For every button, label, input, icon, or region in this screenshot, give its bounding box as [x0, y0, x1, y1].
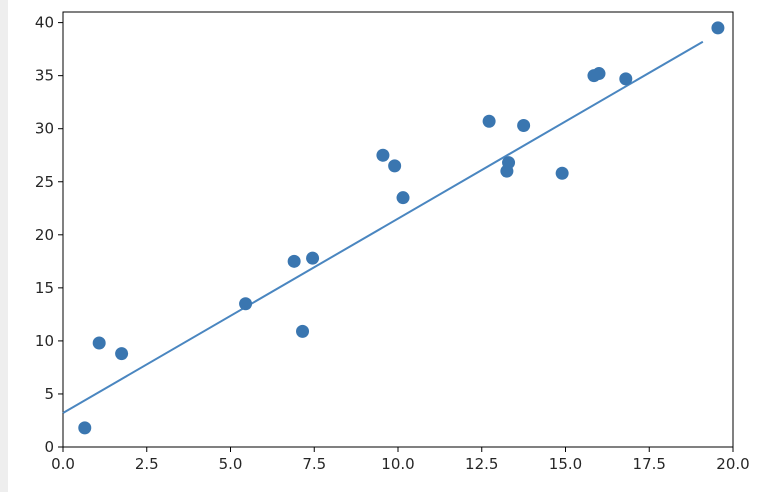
x-tick-label: 10.0	[381, 455, 414, 473]
scatter-point	[711, 21, 725, 35]
scatter-point	[239, 297, 253, 311]
x-tick-label: 5.0	[219, 455, 243, 473]
scatter-point	[517, 119, 531, 133]
y-tick-label: 0	[44, 438, 54, 456]
y-tick-label: 10	[35, 332, 54, 350]
x-tick-label: 20.0	[716, 455, 749, 473]
x-tick-label: 2.5	[135, 455, 159, 473]
axes-layer	[62, 11, 734, 448]
scatter-point	[92, 336, 106, 350]
y-tick-label: 5	[44, 385, 54, 403]
fit-line-layer	[62, 40, 704, 414]
x-tick-label: 7.5	[302, 455, 326, 473]
scatter-point	[502, 156, 516, 170]
y-tick-label: 30	[35, 120, 54, 138]
left-gutter	[0, 0, 8, 492]
scatter-point	[619, 72, 633, 86]
x-tick-label: 12.5	[465, 455, 498, 473]
y-tick-label: 20	[35, 226, 54, 244]
y-tick-label: 25	[35, 173, 54, 191]
scatter-point	[396, 191, 410, 205]
fit-line	[62, 40, 704, 414]
x-tick-label: 0.0	[51, 455, 75, 473]
scatter-point	[388, 159, 402, 173]
y-tick-label: 15	[35, 279, 54, 297]
scatter-point	[115, 347, 129, 361]
scatter-point	[287, 254, 301, 268]
scatter-point	[482, 114, 496, 128]
x-tick-label: 17.5	[633, 455, 666, 473]
x-tick-label: 15.0	[549, 455, 582, 473]
ticks-layer: 0.0 2.5 5.0 7.5 10.0 12.5 15.0 17.5 20.0 0 5 10 15 20…	[35, 14, 750, 473]
y-tick-label: 40	[35, 14, 54, 32]
scatter-point	[78, 421, 92, 435]
scatter-point	[296, 324, 310, 338]
scatter-point	[555, 166, 569, 180]
scatter-point	[376, 148, 390, 162]
y-tick-label: 35	[35, 67, 54, 85]
plot-frame	[62, 11, 734, 448]
scatter-point	[592, 67, 606, 81]
scatter-point	[306, 251, 320, 265]
points-layer	[78, 21, 725, 435]
